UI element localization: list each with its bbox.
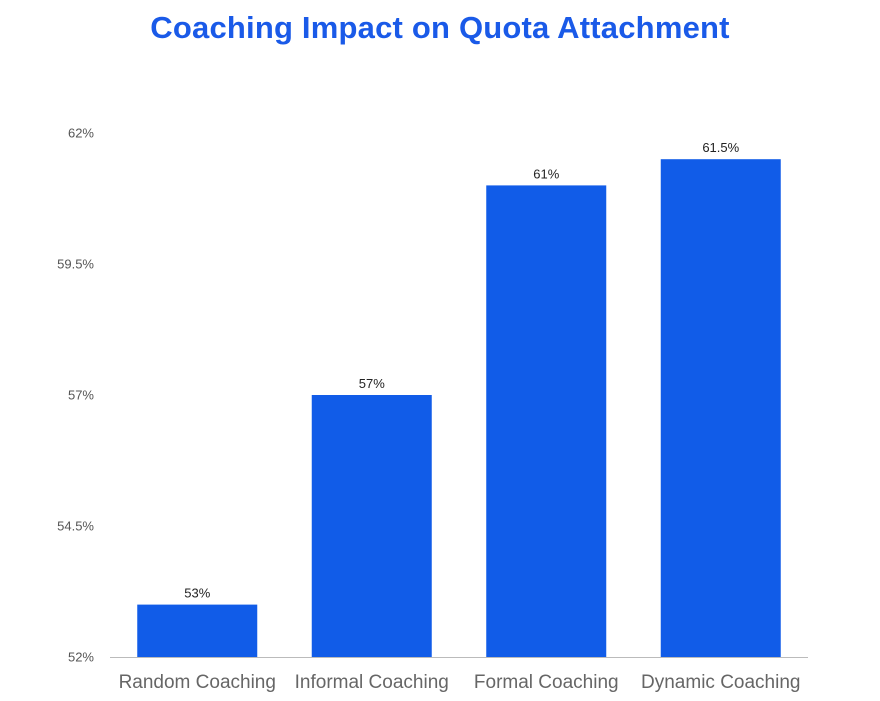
bar-dynamic-coaching xyxy=(660,159,781,657)
x-tick-label: Informal Coaching xyxy=(295,672,449,693)
y-tick-label: 52% xyxy=(68,650,94,665)
bar-value-label: 61% xyxy=(533,166,559,181)
chart-title: Coaching Impact on Quota Attachment xyxy=(150,10,730,45)
x-tick-label: Dynamic Coaching xyxy=(641,672,800,693)
bar-value-label: 61.5% xyxy=(702,140,739,155)
bar-value-label: 53% xyxy=(184,586,210,601)
bar-random-coaching xyxy=(137,604,258,657)
bar-value-label: 57% xyxy=(359,376,385,391)
y-tick-label: 54.5% xyxy=(57,519,94,534)
y-tick-label: 62% xyxy=(68,126,94,141)
bar-informal-coaching xyxy=(311,395,432,657)
y-tick-label: 57% xyxy=(68,388,94,403)
x-tick-label: Random Coaching xyxy=(119,672,276,693)
bar-formal-coaching xyxy=(486,185,607,657)
y-tick-label: 59.5% xyxy=(57,257,94,272)
x-tick-label: Formal Coaching xyxy=(474,672,619,693)
